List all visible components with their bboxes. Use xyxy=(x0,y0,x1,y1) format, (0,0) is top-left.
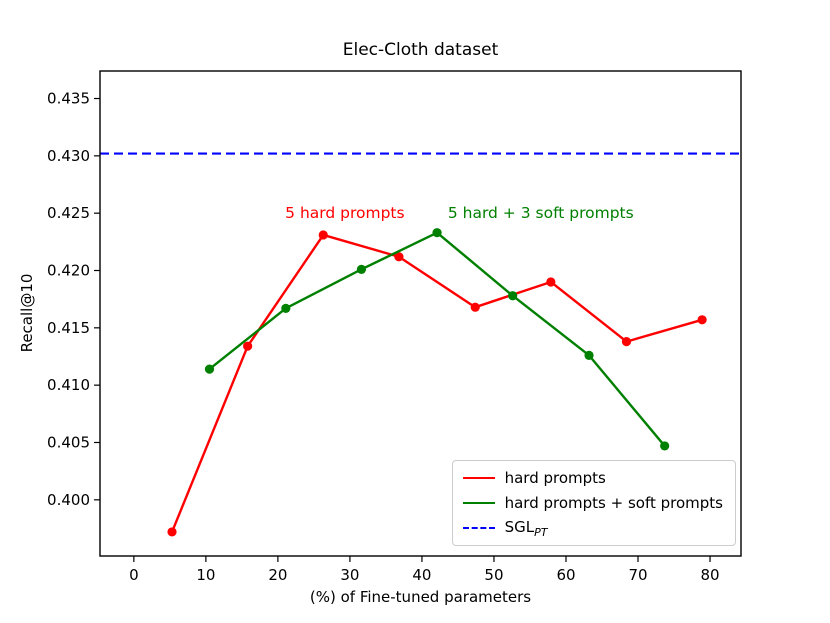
y-tick-label: 0.405 xyxy=(47,433,90,451)
y-tick-label: 0.410 xyxy=(47,376,90,394)
x-tick-label: 70 xyxy=(628,566,647,584)
series-marker xyxy=(243,341,253,351)
y-tick-label: 0.435 xyxy=(47,90,90,108)
x-tick-label: 80 xyxy=(700,566,719,584)
series-marker xyxy=(697,315,707,325)
series-line xyxy=(208,231,666,448)
x-tick-label: 60 xyxy=(556,566,575,584)
series-marker xyxy=(167,527,177,537)
legend-item-hard-soft-prompts: hard prompts + soft prompts xyxy=(462,493,723,513)
x-tick-label: 30 xyxy=(340,566,359,584)
legend-label: hard prompts xyxy=(504,469,606,487)
x-tick-label: 50 xyxy=(484,566,503,584)
legend: hard prompts hard prompts + soft prompts… xyxy=(451,460,736,546)
series-marker xyxy=(621,336,632,347)
y-tick-label: 0.430 xyxy=(47,147,90,165)
legend-item-hard-prompts: hard prompts xyxy=(462,468,723,488)
series-marker xyxy=(281,303,291,313)
x-axis-label: (%) of Fine-tuned parameters xyxy=(309,588,532,606)
series-marker xyxy=(394,252,404,262)
series-marker xyxy=(546,277,556,287)
legend-label: SGLPT xyxy=(504,517,548,539)
annotation: 5 hard + 3 soft prompts xyxy=(448,204,634,222)
series-marker xyxy=(660,441,670,451)
series-marker xyxy=(318,230,328,240)
x-tick-label: 10 xyxy=(196,566,215,584)
series-marker xyxy=(356,264,367,274)
x-tick-label: 0 xyxy=(129,566,139,584)
legend-line-red xyxy=(462,477,495,479)
y-tick-label: 0.400 xyxy=(47,491,90,509)
y-tick-label: 0.420 xyxy=(47,262,90,280)
series-marker xyxy=(204,364,215,374)
plot-border xyxy=(99,70,742,557)
y-tick-label: 0.425 xyxy=(47,204,90,222)
y-tick-label: 0.415 xyxy=(47,319,90,337)
legend-line-blue-dashed xyxy=(462,527,495,529)
series-marker xyxy=(432,228,442,238)
legend-item-sgl-pt: SGLPT xyxy=(462,517,723,539)
annotation: 5 hard prompts xyxy=(285,204,404,222)
y-axis-label: Recall@10 xyxy=(18,273,36,353)
series-marker xyxy=(508,291,518,301)
x-tick-label: 20 xyxy=(268,566,287,584)
legend-line-green xyxy=(462,502,495,504)
series-marker xyxy=(584,350,594,360)
legend-label: hard prompts + soft prompts xyxy=(504,494,723,512)
x-tick-label: 40 xyxy=(412,566,431,584)
chart-title: Elec-Cloth dataset xyxy=(342,40,499,60)
series-marker xyxy=(470,302,480,312)
